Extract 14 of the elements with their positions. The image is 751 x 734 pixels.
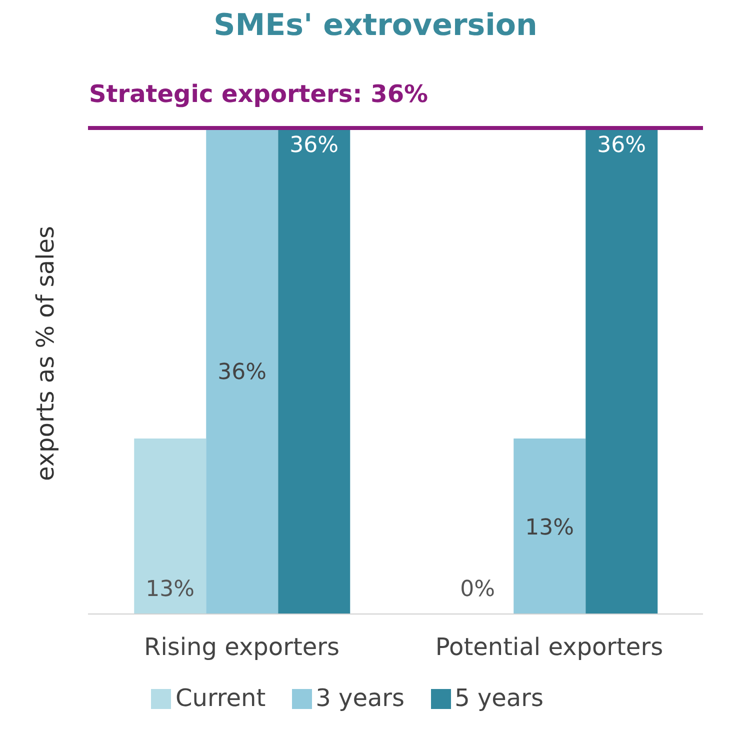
legend-label: Current — [175, 684, 266, 712]
legend-label: 3 years — [316, 684, 405, 712]
data-label: 0% — [460, 577, 496, 602]
data-label: 13% — [146, 577, 195, 602]
x-tick-label: Rising exporters — [144, 633, 340, 662]
data-label: 36% — [218, 360, 267, 385]
data-label: 13% — [525, 515, 574, 540]
chart-title: SMEs' extroversion — [212, 8, 538, 45]
y-axis-title: exports as % of sales — [32, 226, 60, 481]
x-tick-label: Potential exporters — [435, 633, 664, 662]
legend-label: 5 years — [454, 684, 544, 712]
ref-line-label: Strategic exporters: 36% — [89, 80, 428, 108]
data-label: 36% — [597, 133, 646, 158]
data-label: 36% — [290, 133, 339, 158]
